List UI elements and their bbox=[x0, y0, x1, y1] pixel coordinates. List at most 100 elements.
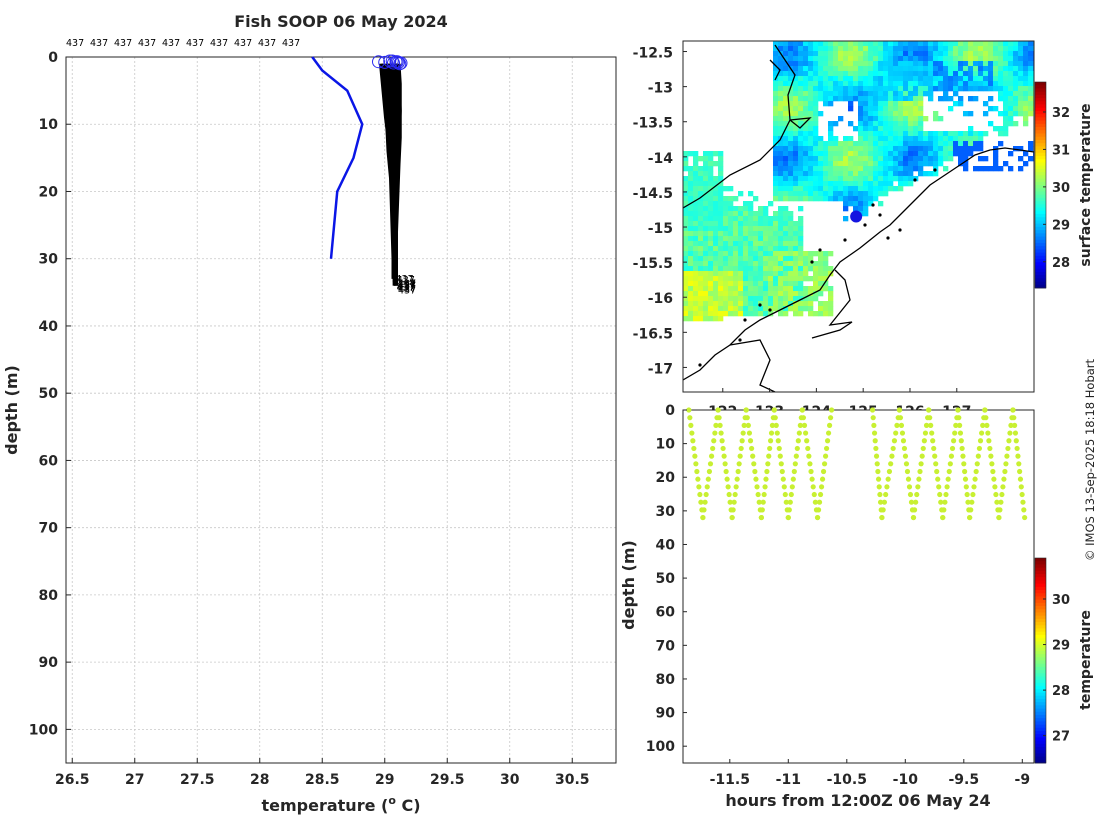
colorbar-segment bbox=[1035, 673, 1046, 677]
track-point bbox=[1004, 453, 1010, 459]
sst-cell bbox=[783, 136, 789, 142]
sst-cell bbox=[808, 296, 814, 302]
sst-cell bbox=[938, 76, 944, 82]
sst-cell bbox=[793, 286, 799, 292]
colorbar-segment bbox=[1035, 152, 1046, 157]
sst-cell bbox=[788, 226, 794, 232]
track-point bbox=[877, 491, 883, 498]
sst-cell bbox=[798, 91, 804, 97]
sst-cell bbox=[838, 186, 844, 192]
sst-cell bbox=[783, 121, 789, 127]
sst-cell bbox=[893, 126, 899, 132]
sst-cell bbox=[868, 46, 874, 52]
sst-cell bbox=[698, 296, 704, 302]
sst-cell bbox=[798, 51, 804, 57]
sst-cell bbox=[803, 106, 809, 112]
sst-cell bbox=[793, 186, 799, 192]
sst-cell bbox=[903, 116, 909, 122]
sst-cell bbox=[713, 226, 719, 232]
sst-cell bbox=[898, 76, 904, 82]
sst-cell bbox=[823, 66, 829, 72]
sst-cell bbox=[868, 121, 874, 127]
sst-cell bbox=[1008, 61, 1014, 67]
sst-cell bbox=[848, 201, 854, 207]
sst-cell bbox=[823, 156, 829, 162]
sst-cell bbox=[838, 76, 844, 82]
sst-cell bbox=[838, 86, 844, 92]
sst-cell bbox=[1013, 146, 1019, 152]
colorbar-segment bbox=[1035, 175, 1046, 179]
sst-cell bbox=[713, 151, 719, 157]
track-point bbox=[889, 453, 895, 459]
sst-cell bbox=[758, 286, 764, 292]
colorbar-segment bbox=[1035, 609, 1046, 613]
island bbox=[933, 168, 937, 172]
sst-cell bbox=[908, 176, 914, 182]
sst-cell bbox=[838, 66, 844, 72]
sst-cell bbox=[903, 46, 909, 52]
sst-cell bbox=[893, 101, 899, 107]
track-point bbox=[877, 499, 884, 505]
sst-cell bbox=[888, 86, 894, 92]
sst-cell bbox=[968, 141, 974, 147]
sst-cell bbox=[1003, 46, 1009, 52]
profile-count-label: 437 bbox=[162, 38, 180, 49]
sst-cell bbox=[863, 61, 869, 67]
sst-cell bbox=[878, 81, 884, 87]
track-point bbox=[952, 430, 958, 436]
sst-cell bbox=[933, 76, 939, 82]
colorbar-segment bbox=[1035, 753, 1046, 757]
sst-cell bbox=[873, 51, 879, 57]
track-point bbox=[1018, 484, 1024, 490]
track-points bbox=[686, 407, 1028, 521]
profile-count-label: 437 bbox=[114, 38, 132, 49]
sst-cell bbox=[693, 296, 699, 302]
sst-cell bbox=[863, 46, 869, 52]
colorbar-segment bbox=[1035, 236, 1046, 241]
sst-cell bbox=[838, 41, 844, 47]
sst-cell bbox=[988, 41, 994, 47]
sst-cell bbox=[913, 71, 919, 77]
sst-cell bbox=[918, 76, 924, 82]
sst-cell bbox=[908, 116, 914, 122]
sst-cell bbox=[1008, 41, 1014, 47]
sst-cell bbox=[983, 46, 989, 52]
track-point bbox=[734, 476, 740, 482]
sst-cell bbox=[808, 261, 814, 267]
sst-cell bbox=[833, 81, 839, 87]
sst-cell bbox=[868, 136, 874, 142]
sst-cell bbox=[798, 261, 804, 267]
sst-cell bbox=[893, 91, 899, 97]
sst-cell bbox=[858, 51, 864, 57]
sst-cell bbox=[798, 236, 804, 242]
track-point bbox=[988, 453, 994, 459]
sst-cell bbox=[728, 251, 734, 257]
track-point bbox=[741, 422, 747, 428]
sst-cell bbox=[808, 181, 814, 187]
sst-cell bbox=[888, 166, 894, 172]
sst-cell bbox=[683, 196, 689, 202]
sst-cell bbox=[688, 191, 694, 197]
sst-cell bbox=[793, 41, 799, 47]
sst-cell bbox=[728, 281, 734, 287]
sst-cell bbox=[913, 156, 919, 162]
sst-cell bbox=[693, 166, 699, 172]
sst-cell bbox=[783, 51, 789, 57]
sst-cell bbox=[913, 76, 919, 82]
sst-cell bbox=[883, 191, 889, 197]
sst-cell bbox=[783, 171, 789, 177]
sst-cell bbox=[763, 276, 769, 282]
colorbar-segment bbox=[1035, 204, 1046, 208]
sst-cell bbox=[773, 296, 779, 302]
colorbar-segment bbox=[1035, 123, 1046, 128]
sst-cell bbox=[908, 141, 914, 147]
sst-cell bbox=[803, 186, 809, 192]
sst-cell bbox=[843, 181, 849, 187]
track-point bbox=[893, 430, 899, 436]
sst-cell bbox=[733, 261, 739, 267]
sst-cell bbox=[718, 271, 724, 277]
sst-cell bbox=[838, 91, 844, 97]
sst-cell bbox=[873, 101, 879, 107]
sst-cell bbox=[788, 116, 794, 122]
sst-cell bbox=[923, 81, 929, 87]
